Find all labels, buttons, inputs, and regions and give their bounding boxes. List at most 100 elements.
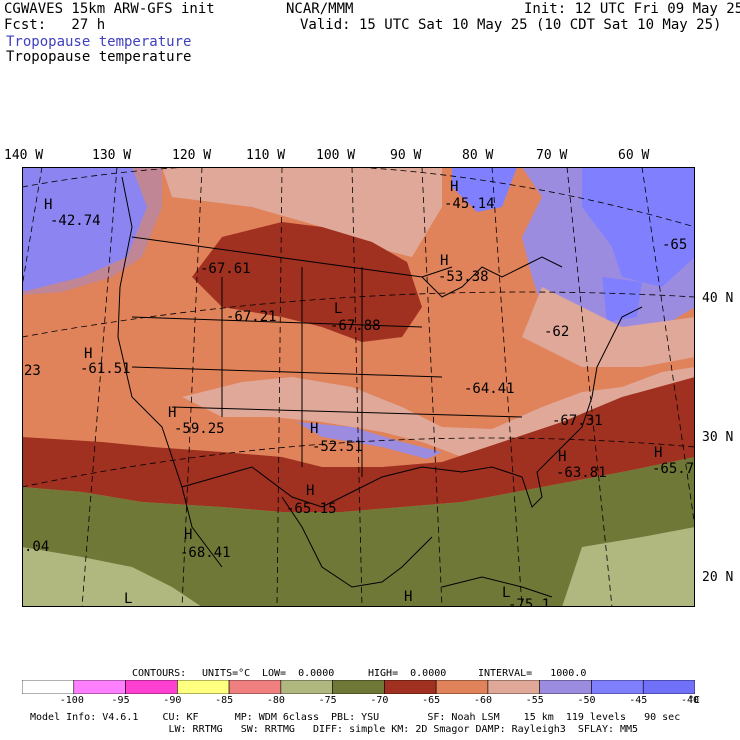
lat-label-30n: 30 N [702, 430, 734, 445]
tropopause-temperature-map: H -42.74 -67.61 -67.21 L -67.88 H -45.14… [22, 167, 695, 607]
value-label-montana: -67.61 [200, 261, 251, 277]
lon-label-90w: 90 W [390, 148, 422, 163]
value-label-carolina: -67.31 [552, 413, 603, 429]
high-marker-mexico: H [184, 527, 192, 543]
color-swatch [384, 680, 437, 694]
low-marker-pacific: L [124, 591, 132, 607]
value-label-ohio: -64.41 [464, 381, 515, 397]
high-marker-atlantic: H [654, 445, 662, 461]
color-swatch [125, 680, 178, 694]
high-marker-hudson: H [450, 179, 458, 195]
color-swatch [642, 680, 695, 694]
source-label: NCAR/MMM [286, 1, 354, 17]
graticule [22, 167, 695, 607]
lat-label-20n: 20 N [702, 570, 734, 585]
color-swatch [487, 680, 540, 694]
color-scale-tick-label: -45 [629, 695, 648, 706]
region-north-pink-fill [162, 167, 442, 257]
color-swatch [228, 680, 282, 694]
color-swatch [591, 680, 644, 694]
lat-label-40n: 40 N [702, 291, 734, 306]
high-marker-guatemala: H [404, 589, 412, 605]
lon-label-100w: 100 W [316, 148, 356, 163]
map-frame [22, 167, 695, 607]
contours-high: HIGH= 0.0000 [368, 668, 447, 679]
high-marker-texas: H [310, 421, 318, 437]
value-label-nevada: -61.51 [80, 361, 131, 377]
region-nw-lilac-fill [22, 167, 162, 295]
high-marker-nevada: H [84, 346, 92, 362]
value-label-dakotas: -67.88 [330, 318, 381, 334]
region-se-khaki-fill [562, 527, 695, 607]
coastline-borders [117, 176, 643, 598]
lon-label-60w: 60 W [618, 148, 650, 163]
region-hudson-blue-fill [452, 167, 517, 212]
color-scale-tick-label: °C [688, 695, 701, 706]
high-marker-arizona: H [168, 405, 176, 421]
value-label-cuba: -75.1 [508, 597, 550, 607]
contours-low: LOW= 0.0000 [262, 668, 335, 679]
value-label-alaska: -42.74 [50, 213, 101, 229]
value-label-florida: -63.81 [556, 465, 607, 481]
color-scale-tick-label: -100 [59, 695, 84, 706]
valid-time: Valid: 15 UTC Sat 10 May 25 (10 CDT Sat … [300, 17, 722, 33]
value-label-west-edge: 23 [24, 363, 41, 379]
low-marker-cuba: L [502, 585, 510, 601]
color-swatch [177, 680, 230, 694]
color-scale-tick-label: -50 [577, 695, 596, 706]
region-ne-pink-fill [522, 287, 695, 367]
color-scale-tick-label: -80 [266, 695, 285, 706]
model-run-title: CGWAVES 15km ARW-GFS init [4, 1, 215, 17]
physics-info-line: LW: RRTMG SW: RRTMG DIFF: simple KM: 2D … [30, 724, 639, 735]
color-scale-tick-label: -90 [163, 695, 182, 706]
value-label-virginia: -62 [544, 324, 569, 340]
color-swatch [539, 680, 592, 694]
forecast-hour: Fcst: 27 h [4, 17, 106, 33]
color-scale-tick-label: -95 [111, 695, 130, 706]
value-label-pacific-west: .04 [24, 539, 49, 555]
color-scale-tick-label: -65 [422, 695, 441, 706]
init-time: Init: 12 UTC Fri 09 May 25 [524, 1, 740, 17]
value-label-gulf: -65.15 [286, 501, 337, 517]
contours-label: CONTOURS: [132, 668, 187, 679]
high-marker-gulf: H [306, 483, 314, 499]
high-marker-alaska: H [44, 197, 52, 213]
field-title-colored: Tropopause temperature [6, 34, 192, 50]
color-scale-tick-label: -70 [370, 695, 389, 706]
color-swatch [435, 680, 489, 694]
region-nw-low-fill [22, 167, 147, 292]
region-maine-blue-fill [602, 277, 642, 322]
value-label-idaho: -67.21 [226, 309, 277, 325]
value-label-mexico: -68.41 [180, 545, 231, 561]
value-label-texas: -52.51 [312, 439, 363, 455]
model-info-line: Model Info: V4.6.1 CU: KF MP: WDM 6class… [30, 712, 681, 723]
value-label-hudson: -45.14 [444, 196, 495, 212]
color-swatch [22, 680, 75, 694]
contours-interval: INTERVAL= 1000.0 [478, 668, 587, 679]
region-tropical-olive-fill [22, 457, 695, 607]
lon-label-80w: 80 W [462, 148, 494, 163]
lon-label-130w: 130 W [92, 148, 132, 163]
lon-label-120w: 120 W [172, 148, 212, 163]
lon-label-110w: 110 W [246, 148, 286, 163]
lon-label-140w: 140 W [4, 148, 44, 163]
value-label-atlantic: -65.7 [652, 461, 694, 477]
field-title: Tropopause temperature [6, 49, 192, 65]
value-label-arizona: -59.25 [174, 421, 225, 437]
region-northern-plains-red-fill [192, 222, 422, 342]
region-ne-blue-fill [582, 167, 695, 287]
color-swatch [280, 680, 333, 694]
contours-units: UNITS=°C [202, 668, 251, 679]
color-scale-tick-label: -85 [215, 695, 234, 706]
value-label-michigan: -53.38 [438, 269, 489, 285]
region-southern-red-fill [22, 377, 695, 512]
region-sw-khaki-fill [22, 547, 202, 607]
color-swatch [73, 680, 126, 694]
color-scale-tick-label: -55 [525, 695, 544, 706]
region-central-pink-fill [182, 367, 695, 457]
value-label-northeast: -65 [662, 237, 687, 253]
color-swatch [332, 680, 385, 694]
high-marker-florida: H [558, 449, 566, 465]
low-marker-dakotas: L [334, 301, 342, 317]
color-scale-tick-label: -75 [318, 695, 337, 706]
